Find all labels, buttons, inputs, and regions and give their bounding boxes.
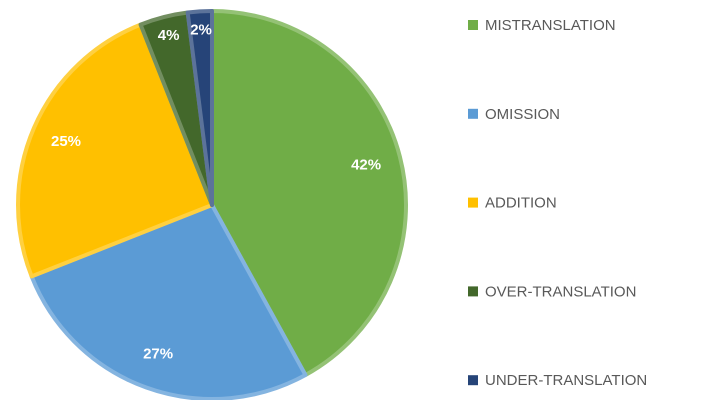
legend-label: OMISSION bbox=[485, 106, 560, 123]
legend-swatch bbox=[468, 108, 478, 119]
value-label: 2% bbox=[190, 22, 212, 39]
legend-label: ADDITION bbox=[485, 195, 557, 212]
legend-label: MISTRANSLATION bbox=[485, 17, 616, 34]
legend-label: UNDER-TRANSLATION bbox=[485, 372, 647, 389]
pie-slice bbox=[210, 9, 408, 378]
legend-swatch bbox=[468, 375, 478, 386]
legend-swatch bbox=[468, 20, 478, 30]
value-label: 27% bbox=[143, 346, 173, 363]
legend-label: OVER-TRANSLATION bbox=[485, 283, 636, 300]
value-label: 42% bbox=[351, 156, 381, 173]
pie-slice bbox=[185, 9, 214, 207]
value-label: 25% bbox=[51, 133, 81, 150]
legend-swatch bbox=[468, 286, 478, 297]
legend-swatch bbox=[468, 197, 478, 208]
value-label: 4% bbox=[158, 27, 180, 44]
pie-slice bbox=[29, 203, 308, 400]
